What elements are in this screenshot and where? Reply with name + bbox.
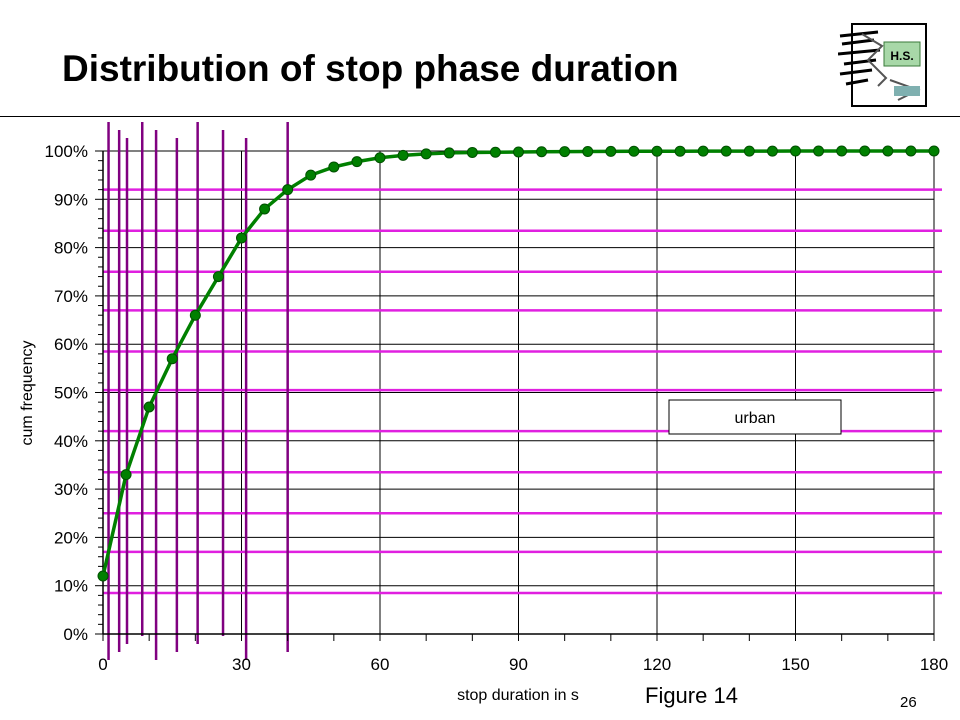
data-point-110: [605, 145, 617, 157]
x-tick-label-150: 150: [781, 655, 809, 674]
data-point-45: [305, 169, 317, 181]
y-tick-label-6: 60%: [54, 335, 88, 354]
hs-logo: H.S.: [837, 20, 930, 110]
y-tick-label-8: 80%: [54, 239, 88, 258]
data-point-180: [928, 145, 940, 157]
y-tick-label-7: 70%: [54, 287, 88, 306]
purple-reference-lines: [107, 122, 289, 660]
legend: urban: [668, 399, 842, 435]
data-series: [97, 145, 940, 582]
logo-block: [894, 86, 920, 96]
x-tick-label-120: 120: [643, 655, 671, 674]
x-tick-label-60: 60: [371, 655, 390, 674]
data-point-125: [674, 145, 686, 157]
data-point-35: [259, 203, 271, 215]
hs-logo-graphic: H.S.: [837, 23, 927, 107]
data-point-15: [166, 353, 178, 365]
data-point-65: [397, 149, 409, 161]
legend-entry-urban: urban: [735, 410, 776, 427]
y-tick-label-0: 0%: [63, 625, 88, 644]
data-point-60: [374, 152, 386, 164]
y-tick-label-5: 50%: [54, 384, 88, 403]
data-point-30: [236, 232, 247, 244]
data-point-55: [351, 156, 363, 168]
data-point-25: [212, 271, 224, 283]
magenta-reference-lines: [103, 188, 942, 595]
data-point-40: [282, 184, 294, 196]
y-axis-title: cum frequency: [19, 341, 36, 446]
data-point-10: [143, 401, 155, 413]
y-tick-label-10: 100%: [45, 142, 88, 161]
data-point-85: [489, 146, 501, 158]
data-point-105: [582, 145, 594, 157]
x-tick-label-90: 90: [509, 655, 528, 674]
slide-title: Distribution of stop phase duration: [62, 48, 679, 89]
x-tick-label-0: 0: [98, 655, 107, 674]
y-tick-labels: 0% 10% 20% 30% 40% 50% 60% 70% 80% 90% 100%: [45, 142, 88, 644]
data-point-100: [559, 146, 571, 158]
y-tick-label-3: 30%: [54, 480, 88, 499]
x-tick-label-30: 30: [232, 655, 251, 674]
y-tick-label-4: 40%: [54, 432, 88, 451]
data-point-165: [859, 145, 871, 157]
data-point-0: [97, 570, 109, 582]
x-tick-labels: 0 30 60 90 120 150 180: [98, 655, 948, 674]
data-point-140: [743, 145, 755, 157]
axes: [95, 150, 935, 641]
data-point-90: [513, 146, 524, 158]
title-divider: [0, 116, 960, 117]
data-point-5: [120, 469, 132, 481]
logo-text: H.S.: [890, 49, 913, 63]
y-tick-label-2: 20%: [54, 528, 88, 547]
x-axis-title: stop duration in s: [457, 687, 579, 704]
data-point-175: [905, 145, 917, 157]
data-point-50: [328, 161, 340, 173]
data-point-115: [628, 145, 640, 157]
page-number: 26: [900, 694, 917, 711]
y-tick-label-1: 10%: [54, 577, 88, 596]
data-point-80: [466, 146, 478, 158]
y-tick-label-9: 90%: [54, 190, 88, 209]
data-point-155: [813, 145, 825, 157]
data-point-70: [420, 148, 432, 160]
x-tick-label-180: 180: [920, 655, 948, 674]
data-point-160: [836, 145, 848, 157]
logo-badge: [883, 41, 921, 67]
legend-box: [668, 399, 842, 435]
data-point-20: [189, 309, 201, 321]
figure-label: Figure 14: [645, 683, 738, 708]
logo-strokes: [837, 30, 881, 86]
data-point-135: [720, 145, 732, 157]
data-point-150: [790, 145, 801, 157]
data-point-145: [766, 145, 778, 157]
data-point-75: [443, 147, 455, 159]
data-point-95: [536, 146, 548, 158]
data-point-120: [651, 145, 663, 157]
data-point-170: [882, 145, 894, 157]
data-point-130: [697, 145, 709, 157]
